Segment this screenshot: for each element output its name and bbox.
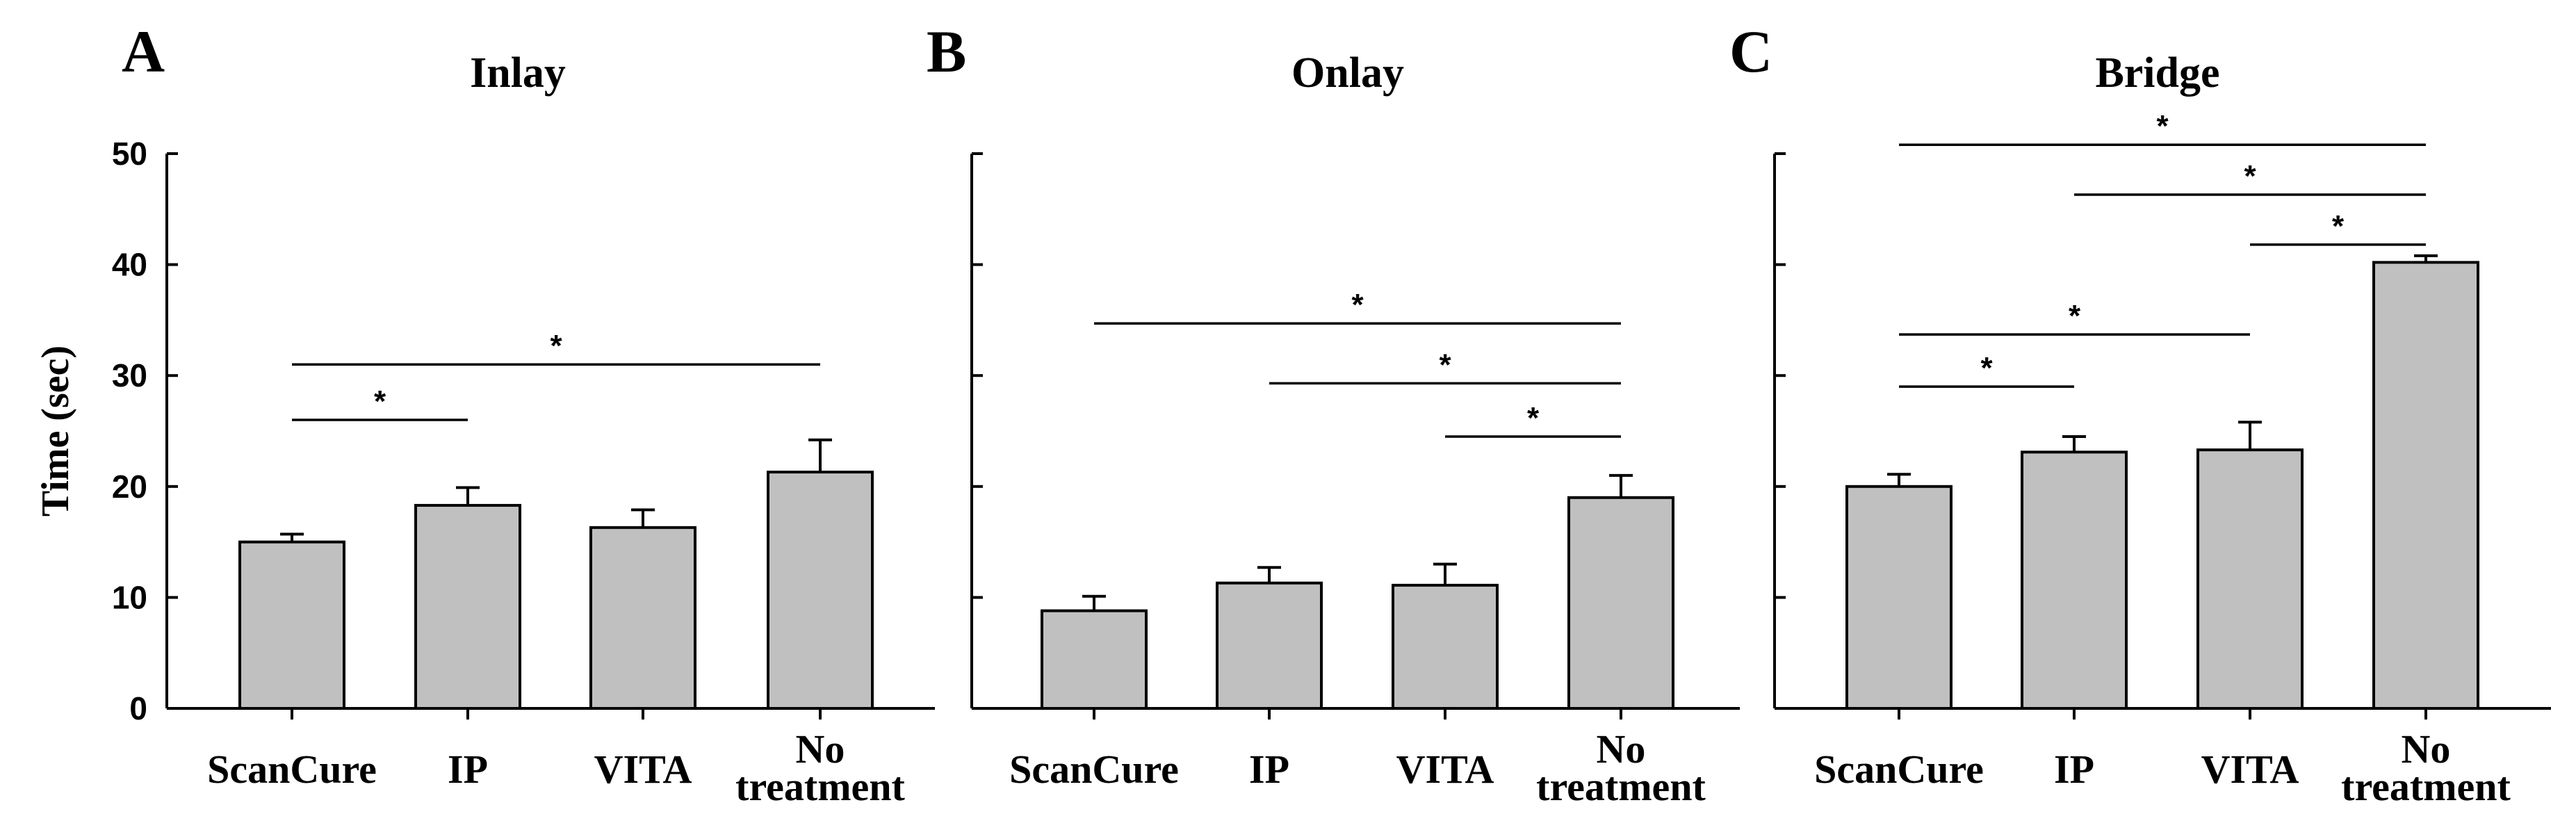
y-tick-label: 30 <box>112 357 147 393</box>
bar <box>414 503 521 710</box>
panel-letter: B <box>927 18 966 85</box>
x-tick-label: No treatment <box>735 726 905 809</box>
significance-star: * <box>2069 299 2081 333</box>
y-tick-label: 20 <box>112 469 147 505</box>
bar <box>1392 583 1499 710</box>
panel-letter: A <box>122 18 165 85</box>
panel-a: A Inlay 0 10 20 30 40 50 Time (sec) ScanCure IP VIT… <box>34 18 935 809</box>
panel-letter: C <box>1729 18 1772 85</box>
x-tick-label: IP <box>1249 747 1289 792</box>
bar <box>1567 496 1674 710</box>
x-tick-label: IP <box>448 747 488 792</box>
x-tick-label: VITA <box>1396 747 1494 792</box>
x-tick-label: ScanCure <box>207 747 377 792</box>
significance-star: * <box>374 384 386 418</box>
y-tick-label: 0 <box>129 690 147 726</box>
significance-star: * <box>2244 159 2256 193</box>
bar <box>2021 450 2128 710</box>
x-tick-label: VITA <box>594 747 692 792</box>
significance-star: * <box>1439 348 1451 382</box>
bar <box>1216 581 1323 710</box>
y-tick-label: 10 <box>112 579 147 615</box>
chart-title: Inlay <box>470 49 566 97</box>
panel-b: B Onlay ScanCure IP VITA No treatment * * * <box>927 18 1740 809</box>
x-tick-label: ScanCure <box>1814 747 1984 792</box>
y-axis-label: Time (sec) <box>34 346 77 517</box>
x-tick-label: No treatment <box>2341 726 2511 809</box>
significance-star: * <box>1980 351 1993 385</box>
significance-star: * <box>1527 401 1540 435</box>
bar <box>1041 609 1148 710</box>
x-tick-label: ScanCure <box>1009 747 1179 792</box>
x-tick-label: No treatment <box>1536 726 1706 809</box>
bar <box>2196 448 2304 710</box>
x-tick-label: VITA <box>2201 747 2299 792</box>
chart-title: Onlay <box>1291 49 1404 97</box>
bar <box>1845 485 1953 710</box>
bar <box>589 526 696 710</box>
bar <box>767 471 874 710</box>
x-tick-label: IP <box>2054 747 2094 792</box>
panel-c: C Bridge ScanCure IP VITA No treatment * * * * * <box>1729 18 2551 809</box>
y-tick-label: 50 <box>112 136 147 172</box>
bar <box>2372 261 2479 710</box>
bar <box>238 540 345 710</box>
chart-title: Bridge <box>2095 49 2219 97</box>
y-tick-label: 40 <box>112 247 147 283</box>
significance-star: * <box>550 329 562 363</box>
significance-star: * <box>1351 288 1364 322</box>
significance-star: * <box>2332 209 2345 243</box>
significance-star: * <box>2156 109 2169 143</box>
